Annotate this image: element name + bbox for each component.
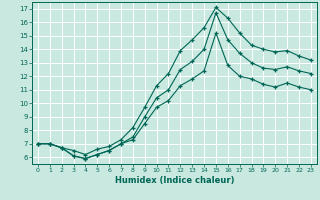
X-axis label: Humidex (Indice chaleur): Humidex (Indice chaleur) bbox=[115, 176, 234, 185]
